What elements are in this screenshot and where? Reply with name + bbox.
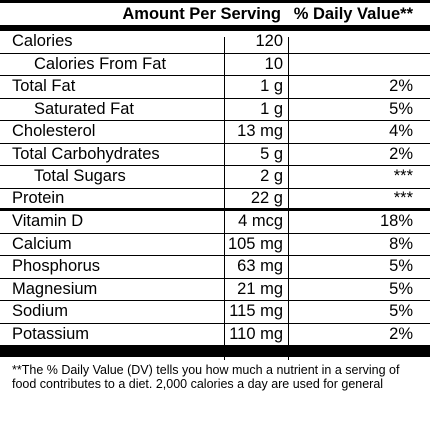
nutrient-amount: 13 mg xyxy=(237,122,283,141)
nutrient-name: Potassium xyxy=(12,324,90,343)
amount-column-divider-left xyxy=(224,37,225,360)
nutrient-name: Vitamin D xyxy=(12,212,84,231)
daily-value-header: % Daily Value** xyxy=(293,4,413,23)
nutrient-row: Sodium 115 mg 5% xyxy=(0,301,430,324)
nutrient-amount: 115 mg xyxy=(229,302,283,321)
nutrient-name: Cholesterol xyxy=(12,122,96,141)
nutrient-name: Phosphorus xyxy=(12,257,101,276)
nutrient-name: Sodium xyxy=(12,302,68,321)
nutrient-name: Total Fat xyxy=(12,77,76,96)
nutrient-row: Calories From Fat 10 xyxy=(0,54,430,76)
nutrient-amount: 10 xyxy=(264,54,283,73)
nutrient-daily-value: 5% xyxy=(389,302,413,321)
nutrient-daily-value: 5% xyxy=(389,257,413,276)
nutrient-amount: 21 mg xyxy=(237,279,283,298)
nutrient-amount: 4 mcg xyxy=(238,212,283,231)
top-rule xyxy=(0,0,430,3)
nutrient-daily-value: 5% xyxy=(389,99,413,118)
nutrient-row: Calcium 105 mg 8% xyxy=(0,234,430,256)
nutrient-name: Saturated Fat xyxy=(34,99,134,118)
nutrient-daily-value: 2% xyxy=(389,144,413,163)
nutrient-amount: 1 g xyxy=(260,99,283,118)
table-header: Amount Per Serving % Daily Value** xyxy=(0,3,430,31)
nutrient-name: Calories From Fat xyxy=(34,54,167,73)
nutrient-daily-value: 18% xyxy=(379,212,413,231)
daily-value-footnote: **The % Daily Value (DV) tells you how m… xyxy=(12,363,400,391)
nutrient-name: Total Sugars xyxy=(34,167,126,186)
nutrient-row: Potassium 110 mg 2% xyxy=(0,324,430,346)
nutrient-daily-value: 2% xyxy=(389,77,413,96)
nutrient-daily-value: *** xyxy=(393,167,413,186)
nutrient-row: Total Sugars 2 g *** xyxy=(0,166,430,189)
nutrient-amount: 63 mg xyxy=(237,257,283,276)
nutrient-name: Calcium xyxy=(12,234,72,253)
nutrient-row: Total Carbohydrates 5 g 2% xyxy=(0,144,430,166)
nutrient-row: Phosphorus 63 mg 5% xyxy=(0,256,430,279)
nutrient-row: Saturated Fat 1 g 5% xyxy=(0,99,430,121)
nutrient-name: Magnesium xyxy=(12,279,98,298)
nutrient-amount: 5 g xyxy=(260,144,283,163)
nutrient-amount: 105 mg xyxy=(227,234,283,253)
nutrient-row: Cholesterol 13 mg 4% xyxy=(0,121,430,144)
nutrient-row: Protein 22 g *** xyxy=(0,188,430,211)
nutrient-name: Protein xyxy=(12,188,65,207)
nutrient-amount: 22 g xyxy=(250,188,283,207)
nutrient-row: Vitamin D 4 mcg 18% xyxy=(0,211,430,234)
nutrient-row: Magnesium 21 mg 5% xyxy=(0,279,430,301)
bottom-rule xyxy=(0,346,430,357)
amount-per-serving-header: Amount Per Serving xyxy=(122,4,281,23)
nutrient-rows: Calories 120 Calories From Fat 10 Total Fat 1… xyxy=(0,31,430,346)
nutrient-amount: 110 mg xyxy=(229,324,283,343)
nutrient-name: Calories xyxy=(12,32,73,51)
nutrient-daily-value: 2% xyxy=(389,324,413,343)
nutrient-amount: 2 g xyxy=(260,167,283,186)
nutrient-daily-value: *** xyxy=(393,188,413,207)
nutrient-name: Total Carbohydrates xyxy=(12,144,160,163)
nutrient-amount: 120 xyxy=(255,32,283,51)
nutrient-daily-value: 5% xyxy=(389,279,413,298)
nutrient-daily-value: 4% xyxy=(389,122,413,141)
amount-column-divider-right xyxy=(288,37,289,360)
nutrient-amount: 1 g xyxy=(260,77,283,96)
nutrient-row: Calories 120 xyxy=(0,31,430,54)
nutrient-daily-value: 8% xyxy=(389,234,413,253)
nutrient-row: Total Fat 1 g 2% xyxy=(0,76,430,99)
